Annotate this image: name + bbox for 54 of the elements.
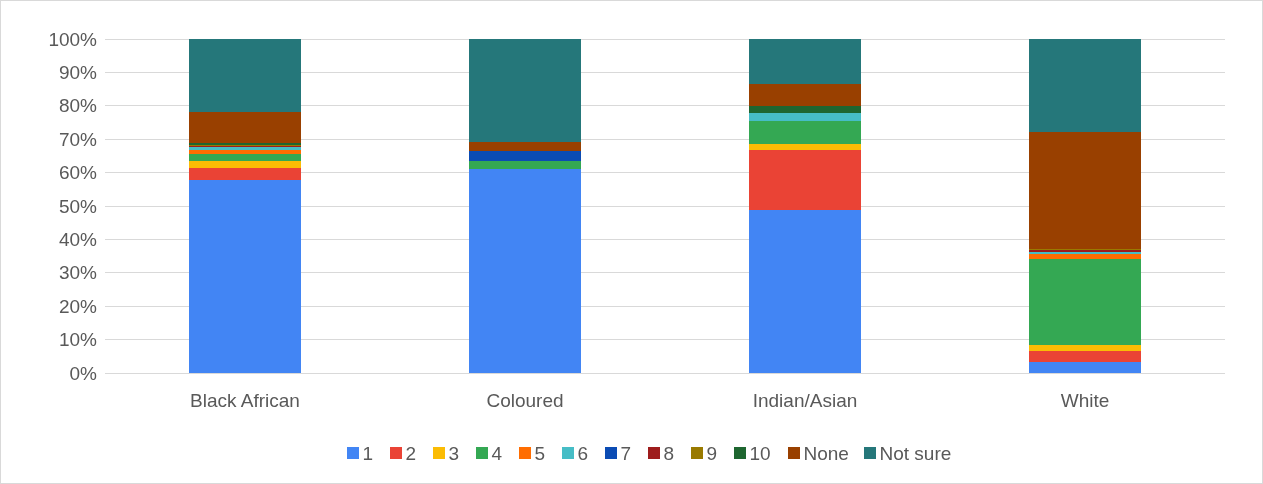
y-tick-label: 0%	[69, 362, 98, 384]
y-tick-label: 90%	[58, 62, 98, 84]
y-tick-label: 60%	[58, 162, 98, 184]
x-tick-label: Indian/Asian	[752, 390, 858, 411]
bar	[469, 141, 581, 151]
legend-label: 2	[405, 442, 417, 464]
bar	[1029, 344, 1141, 351]
legend-label: 4	[491, 442, 503, 464]
bar	[749, 150, 861, 211]
bar	[189, 153, 301, 162]
bar	[469, 150, 581, 161]
y-tick-label: 100%	[48, 28, 98, 50]
y-tick-label: 80%	[58, 95, 98, 117]
legend-label: 5	[534, 442, 546, 464]
bar	[469, 39, 581, 142]
legend-label: 8	[663, 442, 675, 464]
bar	[749, 83, 861, 107]
bar	[1029, 254, 1141, 259]
bar	[189, 168, 301, 180]
bar	[189, 179, 301, 373]
y-tick-label: 10%	[58, 329, 98, 351]
bar	[1029, 350, 1141, 362]
legend-label: Not sure	[879, 442, 952, 464]
legend-label: 6	[577, 442, 589, 464]
y-tick-label: 20%	[58, 295, 98, 317]
bar	[749, 143, 861, 151]
legend-label: 7	[620, 442, 632, 464]
bar	[189, 39, 301, 112]
bar	[469, 168, 581, 373]
legend-label: 10	[749, 442, 771, 464]
y-tick-label: 30%	[58, 262, 98, 284]
bar	[469, 160, 581, 169]
y-tick-label: 70%	[58, 128, 98, 150]
legend-label: 9	[706, 442, 718, 464]
x-tick-label: Black African	[190, 390, 300, 411]
bar	[749, 106, 861, 114]
legend-label: 1	[362, 442, 374, 464]
bar	[1029, 258, 1141, 345]
bar	[189, 161, 301, 169]
legend-label: None	[803, 442, 849, 464]
bar	[189, 111, 301, 144]
bar	[1029, 361, 1141, 373]
x-tick-label: Coloured	[486, 390, 564, 411]
bar	[1029, 39, 1141, 133]
bar	[189, 149, 301, 154]
legend-label: 3	[448, 442, 460, 464]
x-tick-label: White	[1060, 390, 1110, 411]
y-tick-label: 40%	[58, 229, 98, 251]
bar	[749, 121, 861, 144]
bar	[749, 113, 861, 122]
bar	[749, 39, 861, 84]
bar	[749, 210, 861, 373]
bar	[1029, 132, 1141, 250]
y-tick-label: 50%	[58, 195, 98, 217]
